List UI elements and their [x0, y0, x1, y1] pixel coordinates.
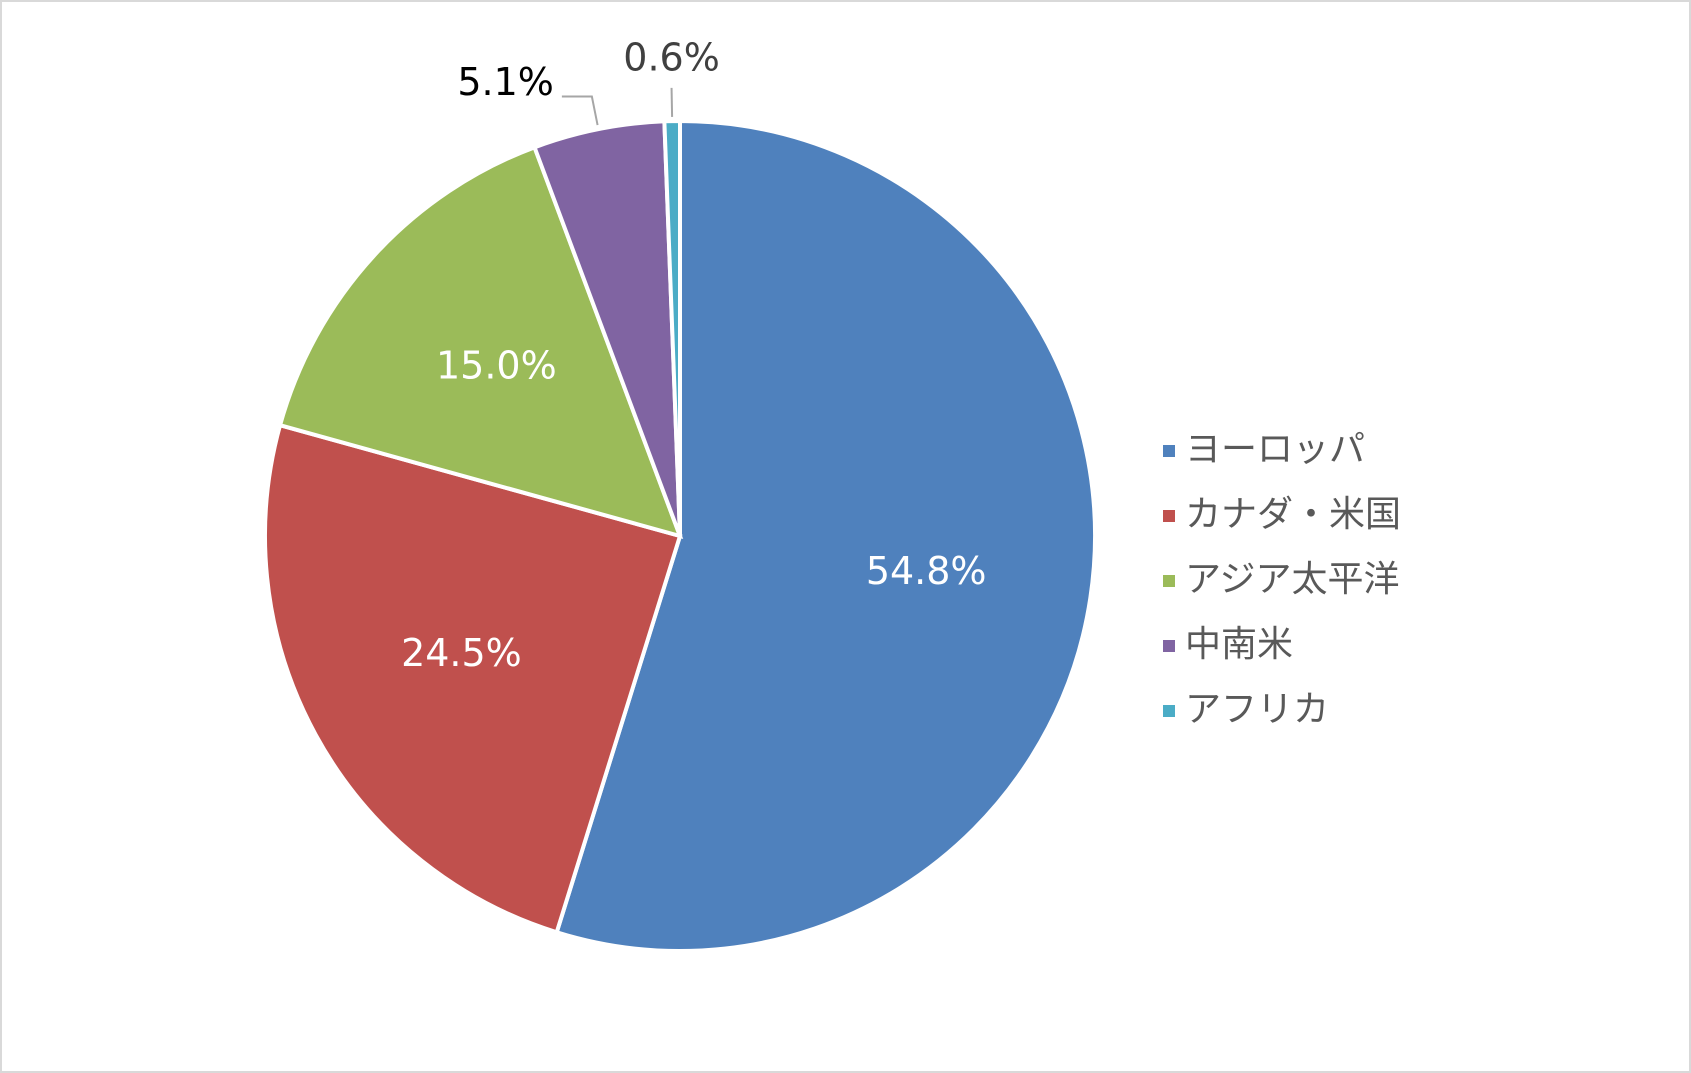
legend-label: 中南米 [1185, 624, 1293, 665]
data-label: 24.5% [401, 631, 522, 675]
leader-line [670, 87, 674, 117]
leader-line [561, 95, 599, 126]
legend-label: カナダ・米国 [1185, 494, 1401, 535]
legend-swatch [1163, 640, 1175, 652]
pie-slice [554, 118, 1097, 953]
legend-swatch [1163, 705, 1175, 717]
pie-slice [277, 144, 684, 539]
legend-label: アフリカ [1185, 689, 1329, 730]
pie-slice [263, 422, 683, 935]
data-label: 5.1% [457, 60, 554, 104]
data-label: 0.6% [623, 35, 720, 79]
data-label: 54.8% [866, 549, 987, 593]
legend-label: ヨーロッパ [1185, 429, 1365, 470]
legend-swatch [1163, 575, 1175, 587]
data-label: 15.0% [436, 343, 557, 387]
legend-swatch [1163, 510, 1175, 522]
legend-swatch [1163, 445, 1175, 457]
legend-label: アジア太平洋 [1185, 559, 1400, 600]
pie-slice [662, 118, 682, 537]
